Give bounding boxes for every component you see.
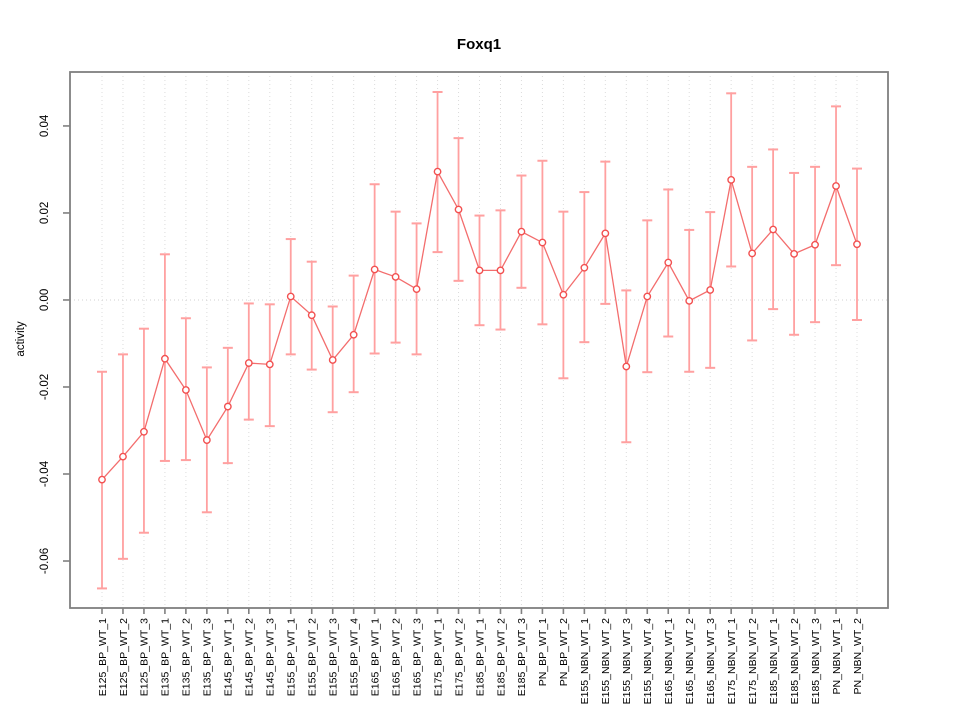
x-tick-label: E155_BP_WT_2 — [307, 618, 319, 696]
y-tick-label: 0.02 — [39, 202, 51, 224]
x-tick-label: E185_NBN_WT_3 — [810, 618, 822, 705]
x-tick-label: E165_BP_WT_1 — [369, 618, 381, 696]
data-point — [832, 182, 840, 190]
data-point — [517, 227, 526, 236]
x-tick-label: E175_BP_WT_1 — [432, 618, 444, 696]
data-point — [307, 311, 316, 320]
x-tick-label: E155_BP_WT_4 — [348, 618, 360, 696]
x-tick-label: PN_BP_WT_1 — [537, 618, 549, 686]
data-point — [853, 240, 861, 249]
x-tick-label: E155_BP_WT_3 — [327, 618, 339, 696]
y-tick-label: -0.04 — [39, 460, 51, 487]
x-tick-label: E165_NBN_WT_3 — [705, 618, 717, 705]
data-point — [161, 354, 169, 363]
x-tick-label: E155_NBN_WT_4 — [642, 618, 654, 705]
x-tick-label: E135_BP_WT_1 — [160, 618, 172, 696]
data-point — [475, 266, 484, 275]
y-tick-label: -0.06 — [39, 548, 51, 574]
x-tick-label: E185_BP_WT_1 — [474, 618, 486, 696]
x-tick-label: E145_BP_WT_1 — [223, 618, 235, 696]
x-tick-label: E155_NBN_WT_1 — [579, 618, 591, 705]
y-tick-label: 0.04 — [39, 114, 51, 137]
x-tick-label: E155_NBN_WT_3 — [621, 618, 633, 705]
data-point — [706, 286, 715, 294]
data-point — [643, 292, 652, 301]
x-tick-label: E135_BP_WT_2 — [181, 618, 193, 696]
data-point — [454, 205, 463, 214]
x-tick-label: PN_NBN_WT_1 — [831, 618, 843, 695]
data-point — [98, 475, 106, 484]
x-tick-label: PN_NBN_WT_2 — [852, 618, 864, 695]
x-tick-label: E165_BP_WT_2 — [390, 618, 402, 696]
x-tick-label: E145_BP_WT_2 — [244, 618, 256, 696]
data-point — [727, 175, 736, 184]
data-point — [664, 258, 673, 267]
data-point — [769, 225, 778, 234]
data-point — [223, 402, 232, 411]
x-tick-label: E135_BP_WT_3 — [202, 618, 214, 696]
data-point — [538, 238, 547, 247]
data-point — [265, 360, 274, 369]
data-point — [685, 296, 694, 305]
data-point — [244, 359, 253, 367]
x-tick-label: E165_NBN_WT_1 — [663, 618, 675, 705]
x-tick-label: E185_BP_WT_3 — [516, 618, 528, 696]
data-point — [140, 427, 148, 436]
data-point — [412, 285, 421, 293]
data-point — [349, 330, 358, 339]
x-tick-label: E185_NBN_WT_1 — [768, 618, 780, 705]
x-tick-label: PN_BP_WT_2 — [558, 618, 570, 686]
data-point — [622, 362, 631, 371]
y-tick-label: -0.02 — [39, 374, 51, 400]
data-point — [328, 356, 337, 364]
data-point — [601, 229, 610, 238]
data-point — [748, 249, 757, 258]
x-tick-label: E175_BP_WT_2 — [453, 618, 465, 696]
data-point — [790, 249, 798, 258]
data-point — [370, 265, 379, 274]
x-tick-label: E185_BP_WT_2 — [495, 618, 507, 696]
x-tick-label: E125_BP_WT_3 — [139, 618, 151, 696]
data-point — [119, 452, 127, 461]
data-point — [580, 263, 589, 272]
data-point — [559, 290, 568, 299]
data-point — [202, 436, 211, 444]
x-tick-label: E175_NBN_WT_2 — [747, 618, 759, 705]
x-tick-label: E175_NBN_WT_1 — [726, 618, 738, 705]
chart-title: Foxq1 — [456, 36, 502, 53]
x-tick-label: E165_NBN_WT_2 — [684, 618, 696, 705]
x-tick-label: E185_NBN_WT_2 — [789, 618, 801, 705]
x-tick-label: E155_NBN_WT_2 — [600, 618, 612, 705]
data-point — [391, 273, 400, 281]
data-point — [433, 167, 442, 176]
x-tick-label: E145_BP_WT_3 — [265, 618, 277, 696]
data-point — [496, 266, 505, 275]
x-tick-label: E155_BP_WT_1 — [286, 618, 298, 696]
data-point — [286, 292, 295, 301]
data-point — [181, 386, 190, 394]
x-tick-label: E125_BP_WT_2 — [118, 618, 130, 696]
x-tick-label: E165_BP_WT_3 — [411, 618, 423, 696]
y-tick-label: 0.00 — [39, 289, 51, 311]
x-tick-label: E125_BP_WT_1 — [97, 618, 109, 696]
data-point — [811, 240, 819, 249]
